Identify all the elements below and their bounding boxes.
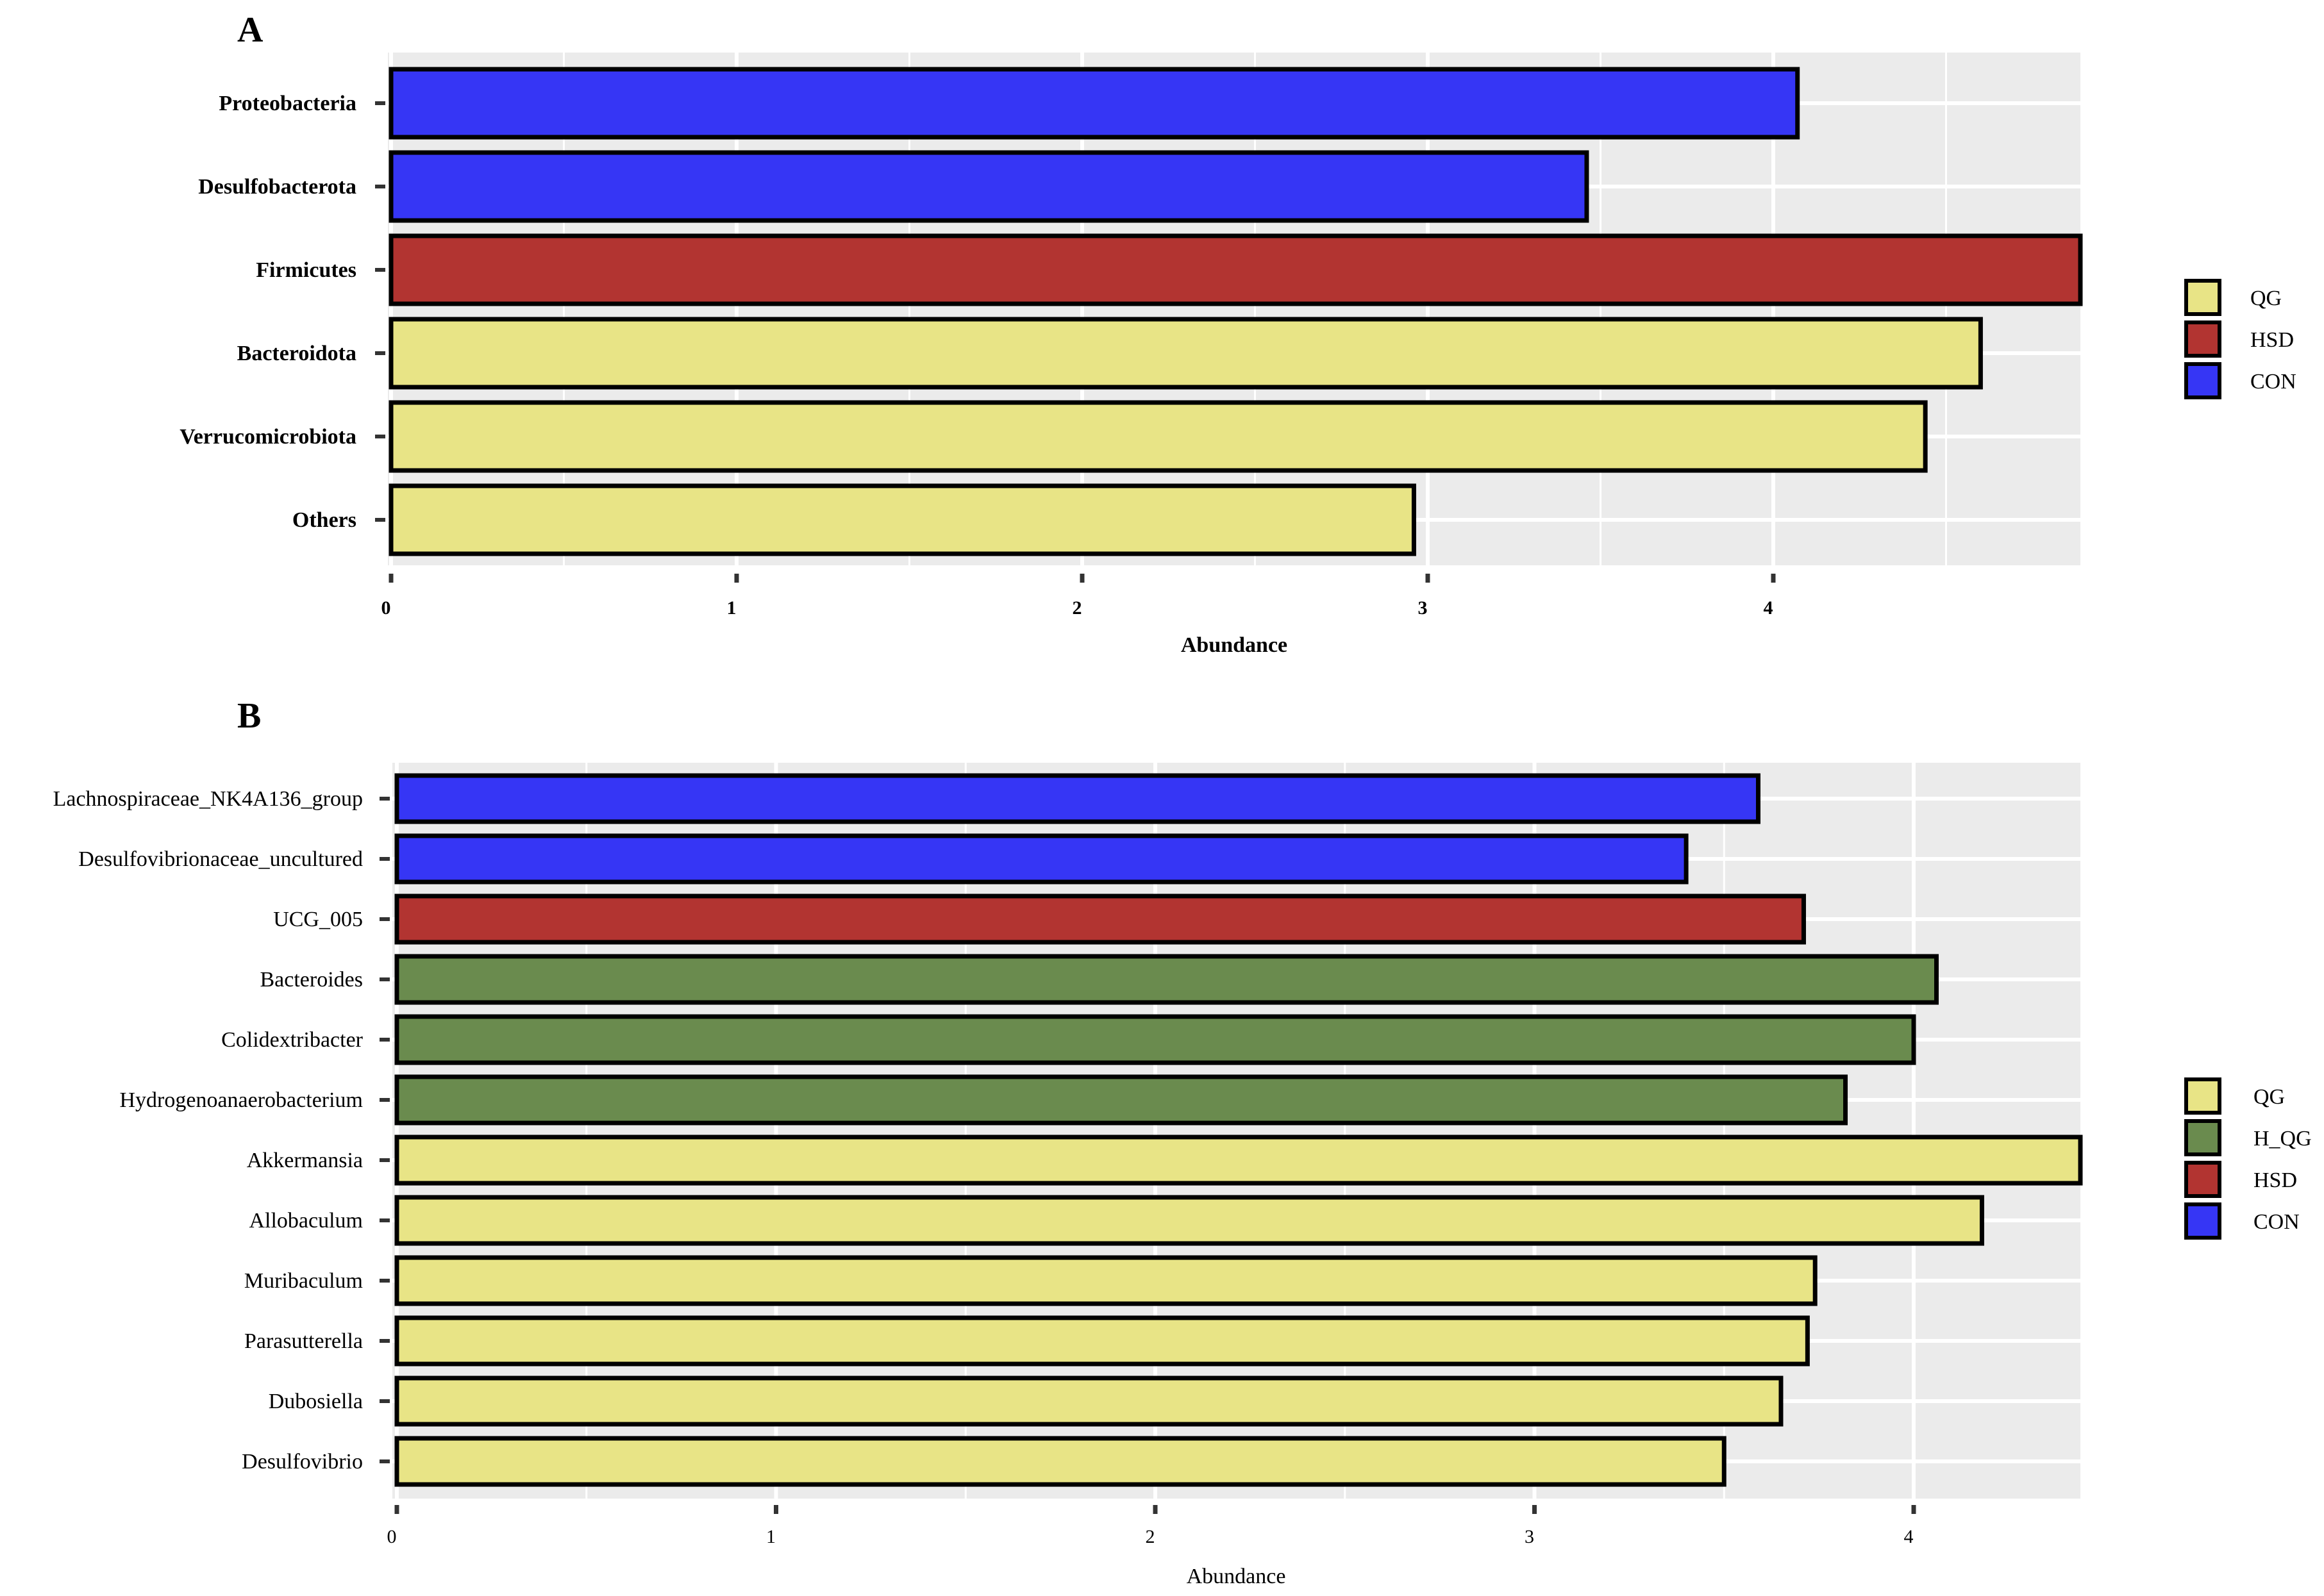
legend-swatch: [2184, 1119, 2221, 1156]
x-tick-label: 3: [1418, 597, 1428, 619]
category-label: Lachnospiraceae_NK4A136_group: [53, 787, 363, 811]
legend-label: QG: [2253, 1085, 2285, 1109]
bar: [394, 1074, 1848, 1126]
bar: [394, 1135, 2083, 1186]
bar: [389, 67, 1800, 140]
legend-label: QG: [2250, 287, 2282, 310]
category-label: Firmicutes: [256, 258, 356, 282]
x-tick-label: 3: [1525, 1526, 1534, 1547]
category-label: Desulfovibrio: [242, 1450, 363, 1474]
category-label: Proteobacteria: [219, 92, 356, 115]
bars-a: [389, 67, 2083, 556]
category-label: Colidextribacter: [221, 1028, 364, 1052]
x-tick-label: 2: [1146, 1526, 1155, 1547]
x-tick-label: 0: [387, 1526, 397, 1547]
x-tick-label: 1: [766, 1526, 776, 1547]
category-label: Dubosiella: [269, 1390, 363, 1413]
bar: [389, 150, 1589, 223]
bar: [394, 833, 1689, 885]
bar: [394, 1195, 1984, 1246]
legend-swatch: [2184, 362, 2221, 399]
legend-label: H_QG: [2253, 1127, 2312, 1151]
category-label: Desulfovibrionaceae_uncultured: [78, 847, 363, 871]
panel-label-b: B: [237, 696, 261, 736]
category-label: Hydrogenoanaerobacterium: [120, 1088, 364, 1112]
bar: [394, 1376, 1784, 1427]
bar: [389, 233, 2083, 306]
bar: [394, 954, 1939, 1005]
legend-label: HSD: [2253, 1168, 2297, 1192]
bar: [394, 894, 1806, 945]
category-label: Desulfobacterota: [198, 175, 356, 199]
legend-label: CON: [2250, 370, 2296, 394]
bar: [389, 483, 1416, 556]
legend-label: CON: [2253, 1210, 2300, 1234]
category-label: Verrucomicrobiota: [180, 425, 356, 449]
bars-b: [394, 773, 2083, 1487]
bar: [394, 1315, 1810, 1367]
category-label: Akkermansia: [247, 1149, 363, 1172]
x-tick-label: 2: [1073, 597, 1082, 619]
category-label: Muribaculum: [244, 1269, 363, 1293]
category-label: Bacteroidota: [237, 342, 356, 365]
x-ticks-b: 0 1 2 3 4: [387, 1505, 1916, 1547]
x-tick-label: 4: [1904, 1526, 1914, 1547]
legend-swatch: [2184, 1202, 2221, 1240]
category-label: UCG_005: [273, 908, 363, 931]
bar: [389, 317, 1983, 390]
chart-panel-a: A Proteobacteria Desulfobacterota Firmicut…: [180, 10, 2296, 657]
legend-swatch: [2184, 1161, 2221, 1198]
bar: [394, 1014, 1916, 1065]
x-tick-label: 0: [381, 597, 391, 619]
legend-label: HSD: [2250, 328, 2294, 352]
x-ticks-a: 0 1 2 3 4: [381, 574, 1776, 619]
category-labels-b: Lachnospiraceae_NK4A136_group Desulfovibr…: [53, 787, 390, 1474]
x-tick-label: 1: [727, 597, 737, 619]
x-axis-title-b: Abundance: [1187, 1565, 1286, 1588]
category-label: Allobaculum: [249, 1209, 363, 1233]
category-label: Bacteroides: [260, 968, 364, 992]
legend-a: QG HSD CON: [2184, 279, 2296, 399]
legend-swatch: [2184, 279, 2221, 316]
x-tick-label: 4: [1764, 597, 1773, 619]
x-axis-title-a: Abundance: [1181, 633, 1287, 657]
bar: [389, 400, 1928, 473]
legend-b: QG H_QG HSD CON: [2184, 1077, 2312, 1240]
bar: [394, 1255, 1818, 1306]
panel-label-a: A: [237, 10, 263, 50]
category-labels-a: Proteobacteria Desulfobacterota Firmicutes…: [180, 92, 385, 532]
legend-swatch: [2184, 320, 2221, 358]
legend-swatch: [2184, 1077, 2221, 1115]
category-label: Parasutterella: [244, 1329, 363, 1353]
bar: [394, 1436, 1726, 1487]
bar: [394, 773, 1760, 824]
chart-panel-b: B Lachnospiraceae_NK4A136_group Desulfovi…: [53, 696, 2312, 1588]
category-label: Others: [292, 508, 356, 532]
